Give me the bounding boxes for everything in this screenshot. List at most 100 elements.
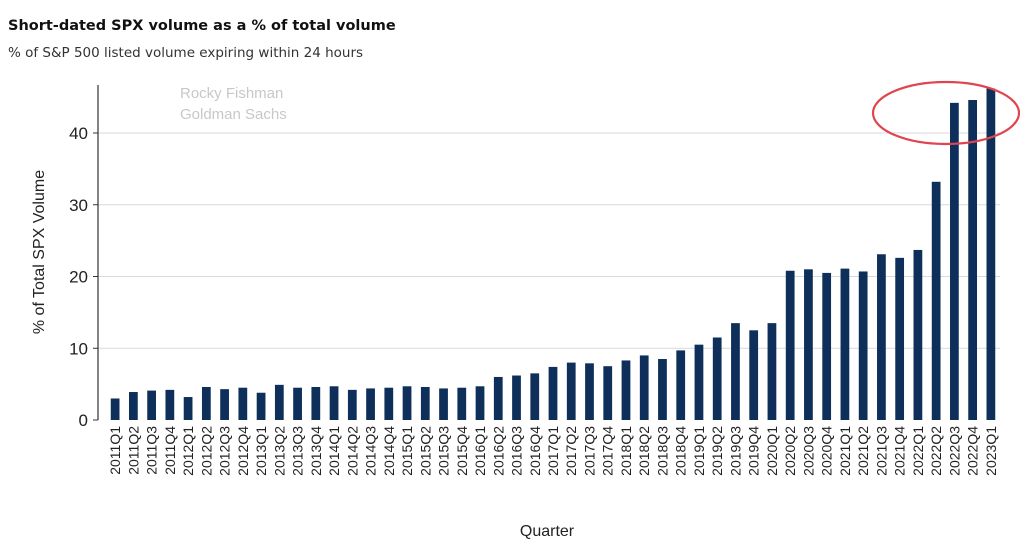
x-ticks: 2011Q1 2011Q2 2011Q3 2011Q4 2012Q1 2012Q2 2012… [107,426,999,476]
bar-2021Q2 [858,271,868,420]
bar-2019Q2 [712,337,722,420]
x-tick-label: 2023Q1 [983,426,999,476]
x-tick-label: 2013Q4 [308,426,324,476]
x-tick-label: 2021Q3 [873,426,889,476]
bar-2015Q4 [457,387,467,420]
x-tick-label: 2016Q3 [509,426,525,476]
bar-2022Q1 [913,249,923,420]
bar-2014Q3 [366,388,375,420]
bar-2020Q4 [822,272,832,420]
x-tick-label: 2018Q1 [618,426,634,476]
bar-2015Q3 [439,388,448,420]
chart-subtitle: % of S&P 500 listed volume expiring with… [8,45,364,61]
bar-2016Q2 [493,376,503,420]
bar-2013Q2 [274,384,284,420]
x-tick-label: 2019Q2 [709,426,725,476]
x-tick-label: 2014Q2 [344,426,360,476]
bar-2012Q2 [201,386,211,420]
bar-2021Q1 [840,268,850,420]
bar-2016Q3 [512,375,521,420]
x-tick-label: 2015Q3 [436,426,452,476]
x-tick-label: 2012Q3 [217,426,233,476]
bar-2020Q1 [767,323,777,420]
x-tick-label: 2015Q2 [417,426,433,476]
x-tick-label: 2022Q3 [946,426,962,476]
x-tick-label: 2019Q4 [746,426,762,476]
x-tick-label: 2012Q2 [198,426,214,476]
bar-2015Q2 [420,386,430,420]
bar-2012Q3 [220,389,229,420]
x-tick-label: 2018Q4 [673,426,689,476]
bar-2011Q2 [128,392,138,420]
x-tick-label: 2020Q2 [782,426,798,476]
bar-2019Q3 [731,323,740,420]
x-axis-label: Quarter [520,523,575,540]
watermark-line1: Rocky Fishman [180,85,283,102]
bar-2018Q4 [676,350,686,420]
bar-2022Q2 [931,181,941,420]
bar-2020Q2 [785,270,795,420]
bar-2019Q1 [694,344,704,420]
x-tick-label: 2022Q2 [928,426,944,476]
x-tick-label: 2013Q3 [290,426,306,476]
x-tick-label: 2017Q3 [581,426,597,476]
x-tick-label: 2011Q1 [107,426,123,475]
watermark-line2: Goldman Sachs [180,106,287,123]
bar-2017Q3 [585,363,594,420]
x-tick-label: 2016Q4 [527,426,543,476]
highlight-ellipse [871,80,1021,146]
bar-2011Q4 [165,389,175,420]
bar-2018Q2 [639,355,649,420]
x-tick-label: 2014Q1 [326,426,342,476]
x-tick-label: 2011Q4 [162,426,178,475]
bar-2021Q3 [877,254,886,420]
bar-2014Q4 [384,387,394,420]
bar-2021Q4 [895,257,905,420]
bar-2012Q4 [238,387,248,420]
x-tick-label: 2019Q3 [727,426,743,476]
y-tick-label: 0 [79,411,88,430]
bar-2016Q1 [475,386,485,420]
x-tick-label: 2014Q3 [363,426,379,476]
x-tick-label: 2016Q2 [490,426,506,476]
x-tick-label: 2012Q1 [180,426,196,476]
y-ticks: 0 10 20 30 40 [69,124,98,430]
x-tick-label: 2014Q4 [381,426,397,476]
x-tick-label: 2021Q1 [837,426,853,476]
y-tick-label: 30 [69,196,88,215]
bar-2018Q1 [621,360,631,420]
x-tick-label: 2011Q2 [125,426,141,475]
x-tick-label: 2020Q3 [800,426,816,476]
x-tick-label: 2015Q4 [454,426,470,476]
x-tick-label: 2013Q1 [253,426,269,476]
x-tick-label: 2021Q4 [892,426,908,476]
x-tick-label: 2017Q4 [600,426,616,476]
bar-2020Q3 [804,269,813,420]
x-tick-label: 2020Q1 [764,426,780,476]
bar-2022Q3 [950,102,959,421]
x-tick-label: 2016Q1 [472,426,488,476]
watermark: Rocky Fishman Goldman Sachs [180,85,287,123]
x-tick-label: 2018Q3 [654,426,670,476]
x-tick-label: 2019Q1 [691,426,707,476]
y-axis-label: % of Total SPX Volume [31,170,48,334]
bar-2011Q1 [110,398,120,420]
bar-2012Q1 [183,397,193,420]
x-tick-label: 2020Q4 [819,426,835,476]
bar-2014Q1 [329,386,339,420]
x-tick-label: 2013Q2 [271,426,287,476]
x-tick-label: 2022Q1 [910,426,926,476]
x-tick-label: 2021Q2 [855,426,871,476]
x-tick-label: 2022Q4 [965,426,981,476]
bar-2013Q3 [293,387,302,420]
bar-2023Q1 [986,88,996,420]
bar-2022Q4 [968,99,978,421]
bars [110,88,996,421]
x-tick-label: 2017Q2 [563,426,579,476]
gridlines [98,132,1000,349]
x-tick-label: 2018Q2 [636,426,652,476]
bar-2017Q2 [566,362,576,420]
bar-2018Q3 [658,359,667,420]
x-tick-label: 2011Q3 [144,426,160,475]
